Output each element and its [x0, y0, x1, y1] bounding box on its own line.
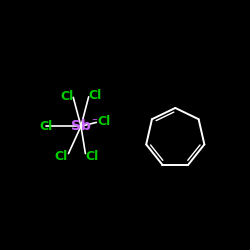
Text: Cl: Cl [89, 89, 102, 102]
Text: Cl: Cl [86, 150, 99, 162]
Text: Cl: Cl [40, 120, 53, 133]
Text: Sb: Sb [71, 119, 91, 133]
Text: Cl: Cl [97, 115, 110, 128]
Text: Cl: Cl [60, 90, 73, 103]
Text: ⁻: ⁻ [91, 117, 97, 127]
Text: Cl: Cl [54, 150, 68, 162]
